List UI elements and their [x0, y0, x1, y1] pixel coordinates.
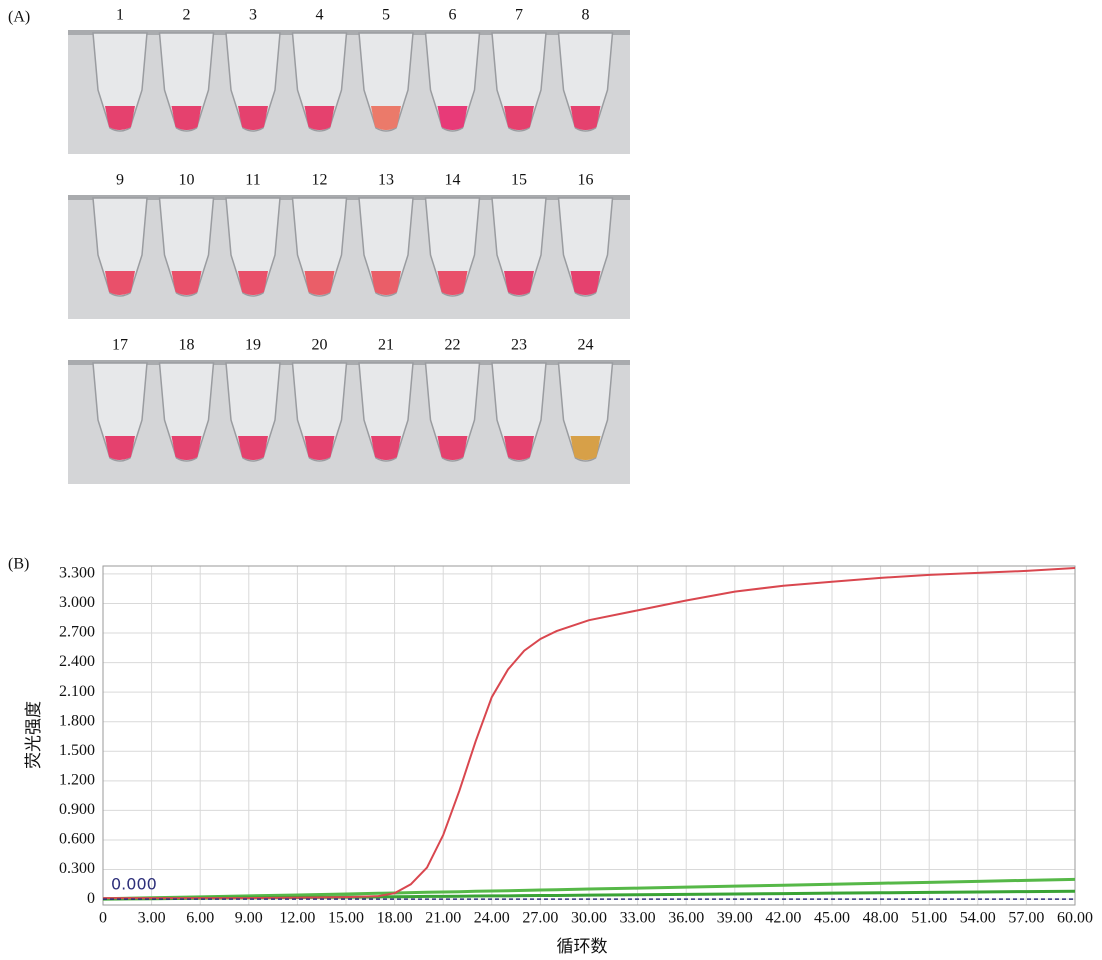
tube-liquid — [105, 106, 135, 130]
x-tick-label: 33.00 — [620, 910, 656, 927]
x-tick-label: 60.00 — [1057, 910, 1093, 927]
tube-liquid — [238, 271, 268, 295]
tube-label: 4 — [316, 7, 324, 24]
panel-label: (A) — [8, 9, 30, 26]
tube-label: 11 — [245, 172, 260, 189]
tube-liquid — [305, 106, 335, 130]
x-tick-label: 24.00 — [474, 910, 510, 927]
x-tick-label: 54.00 — [960, 910, 996, 927]
tube-liquid — [172, 106, 202, 130]
tube-label: 14 — [445, 172, 461, 189]
y-tick-label: 3.300 — [59, 565, 95, 582]
tube-liquid — [371, 271, 401, 295]
tube-liquid — [305, 436, 335, 460]
tube-label: 22 — [445, 337, 461, 354]
tube-liquid — [571, 271, 601, 295]
x-tick-label: 39.00 — [717, 910, 753, 927]
x-tick-label: 0 — [99, 910, 107, 927]
tube-liquid — [571, 436, 601, 460]
tube-liquid — [371, 106, 401, 130]
tube-label: 7 — [515, 7, 523, 24]
x-tick-label: 9.00 — [235, 910, 263, 927]
y-tick-label: 1.500 — [59, 742, 95, 759]
tube-label: 19 — [245, 337, 261, 354]
tube-label: 12 — [312, 172, 328, 189]
x-tick-label: 6.00 — [186, 910, 214, 927]
y-tick-label: 0.900 — [59, 801, 95, 818]
photo-strip — [68, 360, 630, 484]
tube-liquid — [438, 436, 468, 460]
tube-liquid — [504, 436, 534, 460]
tube-label: 2 — [183, 7, 191, 24]
y-tick-label: 1.800 — [59, 712, 95, 729]
tube-label: 13 — [378, 172, 394, 189]
tube-liquid — [105, 271, 135, 295]
tube-label: 16 — [578, 172, 594, 189]
y-tick-label: 2.700 — [59, 624, 95, 641]
x-tick-label: 3.00 — [138, 910, 166, 927]
tube-liquid — [238, 106, 268, 130]
tube-label: 5 — [382, 7, 390, 24]
x-tick-label: 51.00 — [911, 910, 947, 927]
x-tick-label: 15.00 — [328, 910, 364, 927]
tube-label: 6 — [449, 7, 457, 24]
photo-strip — [68, 30, 630, 154]
tube-label: 3 — [249, 7, 257, 24]
x-tick-label: 36.00 — [668, 910, 704, 927]
panel-label: (B) — [8, 556, 29, 573]
figure: (A) (B) 循环数 荧光强度 12345678910111213141516… — [0, 0, 1102, 960]
y-tick-label: 0.300 — [59, 860, 95, 877]
tube-label: 24 — [578, 337, 594, 354]
x-axis-label: 循环数 — [557, 937, 608, 956]
tube-liquid — [371, 436, 401, 460]
threshold-label: 0.000 — [111, 875, 157, 894]
y-tick-label: 3.000 — [59, 594, 95, 611]
tube-liquid — [305, 271, 335, 295]
y-tick-label: 1.200 — [59, 772, 95, 789]
tube-label: 18 — [179, 337, 195, 354]
x-tick-label: 27.00 — [522, 910, 558, 927]
tube-label: 9 — [116, 172, 124, 189]
tube-label: 21 — [378, 337, 394, 354]
x-tick-label: 45.00 — [814, 910, 850, 927]
tube-liquid — [172, 271, 202, 295]
photo-strip — [68, 195, 630, 319]
y-tick-label: 0.600 — [59, 831, 95, 848]
tube-label: 15 — [511, 172, 527, 189]
tube-liquid — [238, 436, 268, 460]
tube-label: 23 — [511, 337, 527, 354]
tube-label: 17 — [112, 337, 128, 354]
tube-label: 1 — [116, 7, 124, 24]
y-tick-label: 2.100 — [59, 683, 95, 700]
tube-liquid — [504, 271, 534, 295]
tube-label: 20 — [312, 337, 328, 354]
tube-label: 8 — [582, 7, 590, 24]
x-tick-label: 48.00 — [863, 910, 899, 927]
tube-label: 10 — [179, 172, 195, 189]
x-tick-label: 18.00 — [377, 910, 413, 927]
x-tick-label: 21.00 — [425, 910, 461, 927]
x-tick-label: 30.00 — [571, 910, 607, 927]
x-tick-label: 42.00 — [765, 910, 801, 927]
x-tick-label: 57.00 — [1008, 910, 1044, 927]
y-tick-label: 0 — [87, 890, 95, 907]
tube-liquid — [504, 106, 534, 130]
tube-liquid — [438, 271, 468, 295]
tube-liquid — [172, 436, 202, 460]
y-axis-label: 荧光强度 — [24, 701, 43, 769]
tube-liquid — [438, 106, 468, 130]
x-tick-label: 12.00 — [279, 910, 315, 927]
tube-liquid — [571, 106, 601, 130]
tube-liquid — [105, 436, 135, 460]
y-tick-label: 2.400 — [59, 653, 95, 670]
